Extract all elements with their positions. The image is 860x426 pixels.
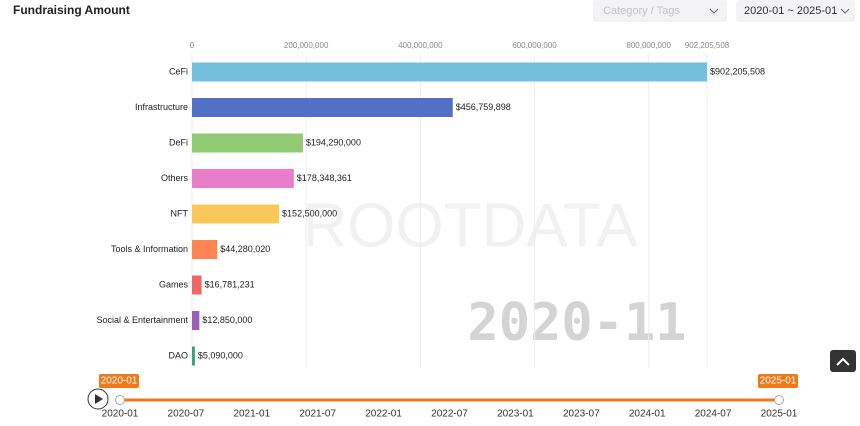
period-label: 2020-11	[467, 293, 686, 353]
x-tick-label: 0	[190, 41, 195, 50]
value-label: $152,500,000	[282, 208, 337, 218]
timeline-label: 2020-01	[102, 409, 139, 420]
timeline-label: 2022-07	[431, 409, 468, 420]
y-tick-label: Social & Entertainment	[96, 315, 188, 325]
scroll-top[interactable]	[830, 350, 856, 372]
start-badge	[99, 374, 139, 388]
timeline-label: 2024-07	[695, 409, 732, 420]
value-label: $194,290,000	[306, 137, 361, 147]
start-badge-text: 2020-01	[101, 376, 138, 387]
bar	[192, 62, 707, 82]
chevron	[840, 8, 850, 14]
date-select[interactable]	[736, 0, 855, 22]
timeline-label: 2021-01	[233, 409, 270, 420]
bar	[192, 204, 280, 224]
date-range: 2020-01 ~ 2025-01	[744, 5, 837, 17]
y-tick-label: Infrastructure	[135, 102, 188, 112]
y-tick-label: Tools & Information	[111, 244, 188, 254]
title: Fundraising Amount	[13, 3, 130, 17]
timeline-label: 2023-07	[563, 409, 600, 420]
y-tick-label: NFT	[171, 208, 189, 218]
value-label: $44,280,020	[220, 244, 270, 254]
timeline-label: 2020-07	[168, 409, 205, 420]
x-tick-label: 800,000,000	[626, 41, 671, 50]
timeline-label: 2023-01	[497, 409, 534, 420]
value-label: $902,205,508	[710, 66, 765, 76]
timeline-handle[interactable]	[115, 395, 125, 405]
value-label: $16,781,231	[205, 279, 255, 289]
category-placeholder: Category / Tags	[603, 5, 680, 17]
y-tick-label: CeFi	[169, 66, 188, 76]
category-select[interactable]	[593, 0, 727, 22]
bar	[192, 275, 202, 295]
x-tick-label: 200,000,000	[284, 41, 329, 50]
y-tick-label: Others	[161, 173, 189, 183]
bar	[192, 240, 218, 259]
bar	[192, 346, 195, 366]
value-label: $12,850,000	[202, 315, 252, 325]
y-tick-label: DAO	[168, 350, 188, 360]
arrow-up	[836, 357, 850, 366]
value-label: $178,348,361	[297, 173, 352, 183]
value-label: $456,759,898	[456, 102, 511, 112]
bar	[192, 98, 453, 117]
play-icon	[95, 394, 103, 404]
bar	[192, 133, 303, 153]
end-badge-text: 2025-01	[760, 376, 797, 387]
bar	[192, 311, 200, 330]
timeline-label: 2022-01	[365, 409, 402, 420]
watermark: ROOTDATA	[302, 191, 638, 260]
value-label: $5,090,000	[198, 350, 243, 360]
x-tick-label: 902,205,508	[685, 41, 730, 50]
end-badge	[758, 374, 798, 388]
bar	[192, 169, 294, 188]
chevron	[709, 8, 719, 14]
x-tick-label: 400,000,000	[398, 41, 443, 50]
timeline-label: 2021-07	[299, 409, 336, 420]
y-tick-label: DeFi	[169, 137, 188, 147]
timeline-handle[interactable]	[774, 395, 784, 405]
x-tick-label: 600,000,000	[512, 41, 557, 50]
y-tick-label: Games	[159, 279, 189, 289]
timeline-label: 2025-01	[761, 409, 798, 420]
timeline-label: 2024-01	[629, 409, 666, 420]
